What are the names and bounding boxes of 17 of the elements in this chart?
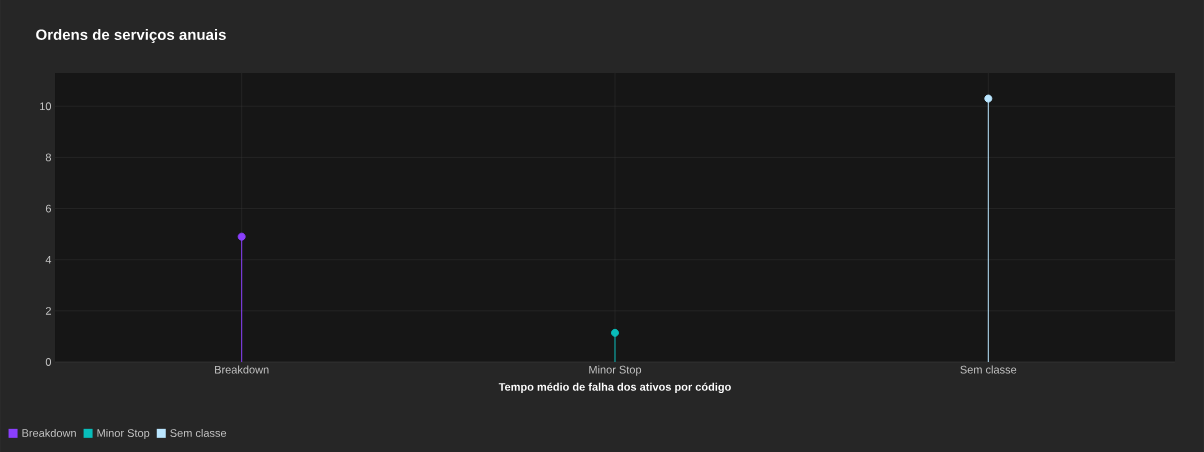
x-tick-label: Sem classe [960, 365, 1017, 374]
y-tick-label: 2 [45, 307, 51, 315]
y-tick-label: 8 [45, 153, 51, 162]
point [984, 94, 993, 103]
legend-label: Minor Stop [97, 428, 150, 440]
y-tick-label: 4 [45, 255, 52, 264]
point [237, 232, 246, 241]
x-axis-title: Tempo médio de falha dos ativos por código [498, 382, 731, 394]
y-tick-label: 10 [40, 102, 52, 111]
y-tick-label: 0 [45, 358, 52, 366]
legend-label: Breakdown [22, 428, 76, 437]
x-tick-label: Minor Stop [589, 365, 642, 376]
x-tick-label: Breakdown [215, 365, 269, 374]
point [610, 328, 619, 337]
y-tick-label: 6 [45, 204, 51, 213]
legend-label: Sem classe [170, 428, 227, 437]
chart-title: Ordens de serviços anuais [36, 29, 226, 43]
